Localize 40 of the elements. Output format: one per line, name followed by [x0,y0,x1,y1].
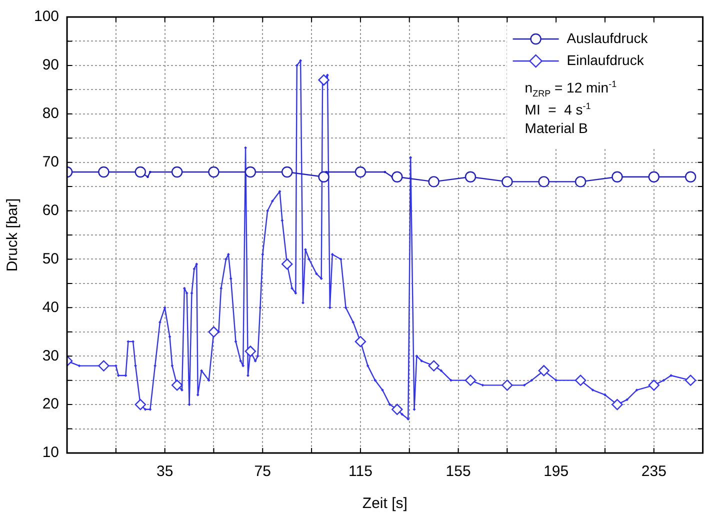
y-tick-label: 100 [34,8,60,26]
y-tick-label: 20 [42,396,60,413]
point [282,166,293,178]
point [354,166,366,178]
annotation: MI = 4 s$^{-1}$ [524,100,591,119]
y-axis-title: Druck [bar] [4,198,22,272]
y-tick-label: 10 [42,444,60,462]
legend-label: Auslaufdruck [566,30,649,46]
point [98,166,110,178]
legend-label: Einlaufdruck [566,52,645,68]
x-tick-label: 235 [641,463,666,480]
x-tick-label: 75 [254,463,271,480]
x-tick-label: 115 [348,463,372,480]
y-tick-label: 70 [42,153,60,170]
y-tick-label: 40 [42,298,60,316]
y-tick-label: 90 [42,56,60,74]
x-tick-label: 195 [544,463,569,480]
point [392,171,403,182]
point [428,176,440,188]
x-tick-label: 35 [156,463,174,480]
point [318,171,330,182]
point [574,176,586,188]
annotation: Material B [524,119,588,137]
y-tick-label: 60 [42,202,60,219]
x-axis-title: Zeit [s] [362,495,408,512]
point [244,166,256,178]
point [502,176,513,188]
y-tick-label: 30 [42,347,60,364]
annotation: n$_{ZRP}$ = 12 min$^{-1}$ [524,78,617,100]
point [684,171,696,182]
y-tick-label: 80 [42,105,60,122]
x-tick-label: 155 [446,463,471,480]
point [464,171,476,182]
point [208,166,220,178]
point [538,176,550,188]
point [648,171,660,182]
y-tick-label: 50 [42,250,60,268]
point [134,166,146,178]
point [612,171,623,182]
point [171,166,183,178]
